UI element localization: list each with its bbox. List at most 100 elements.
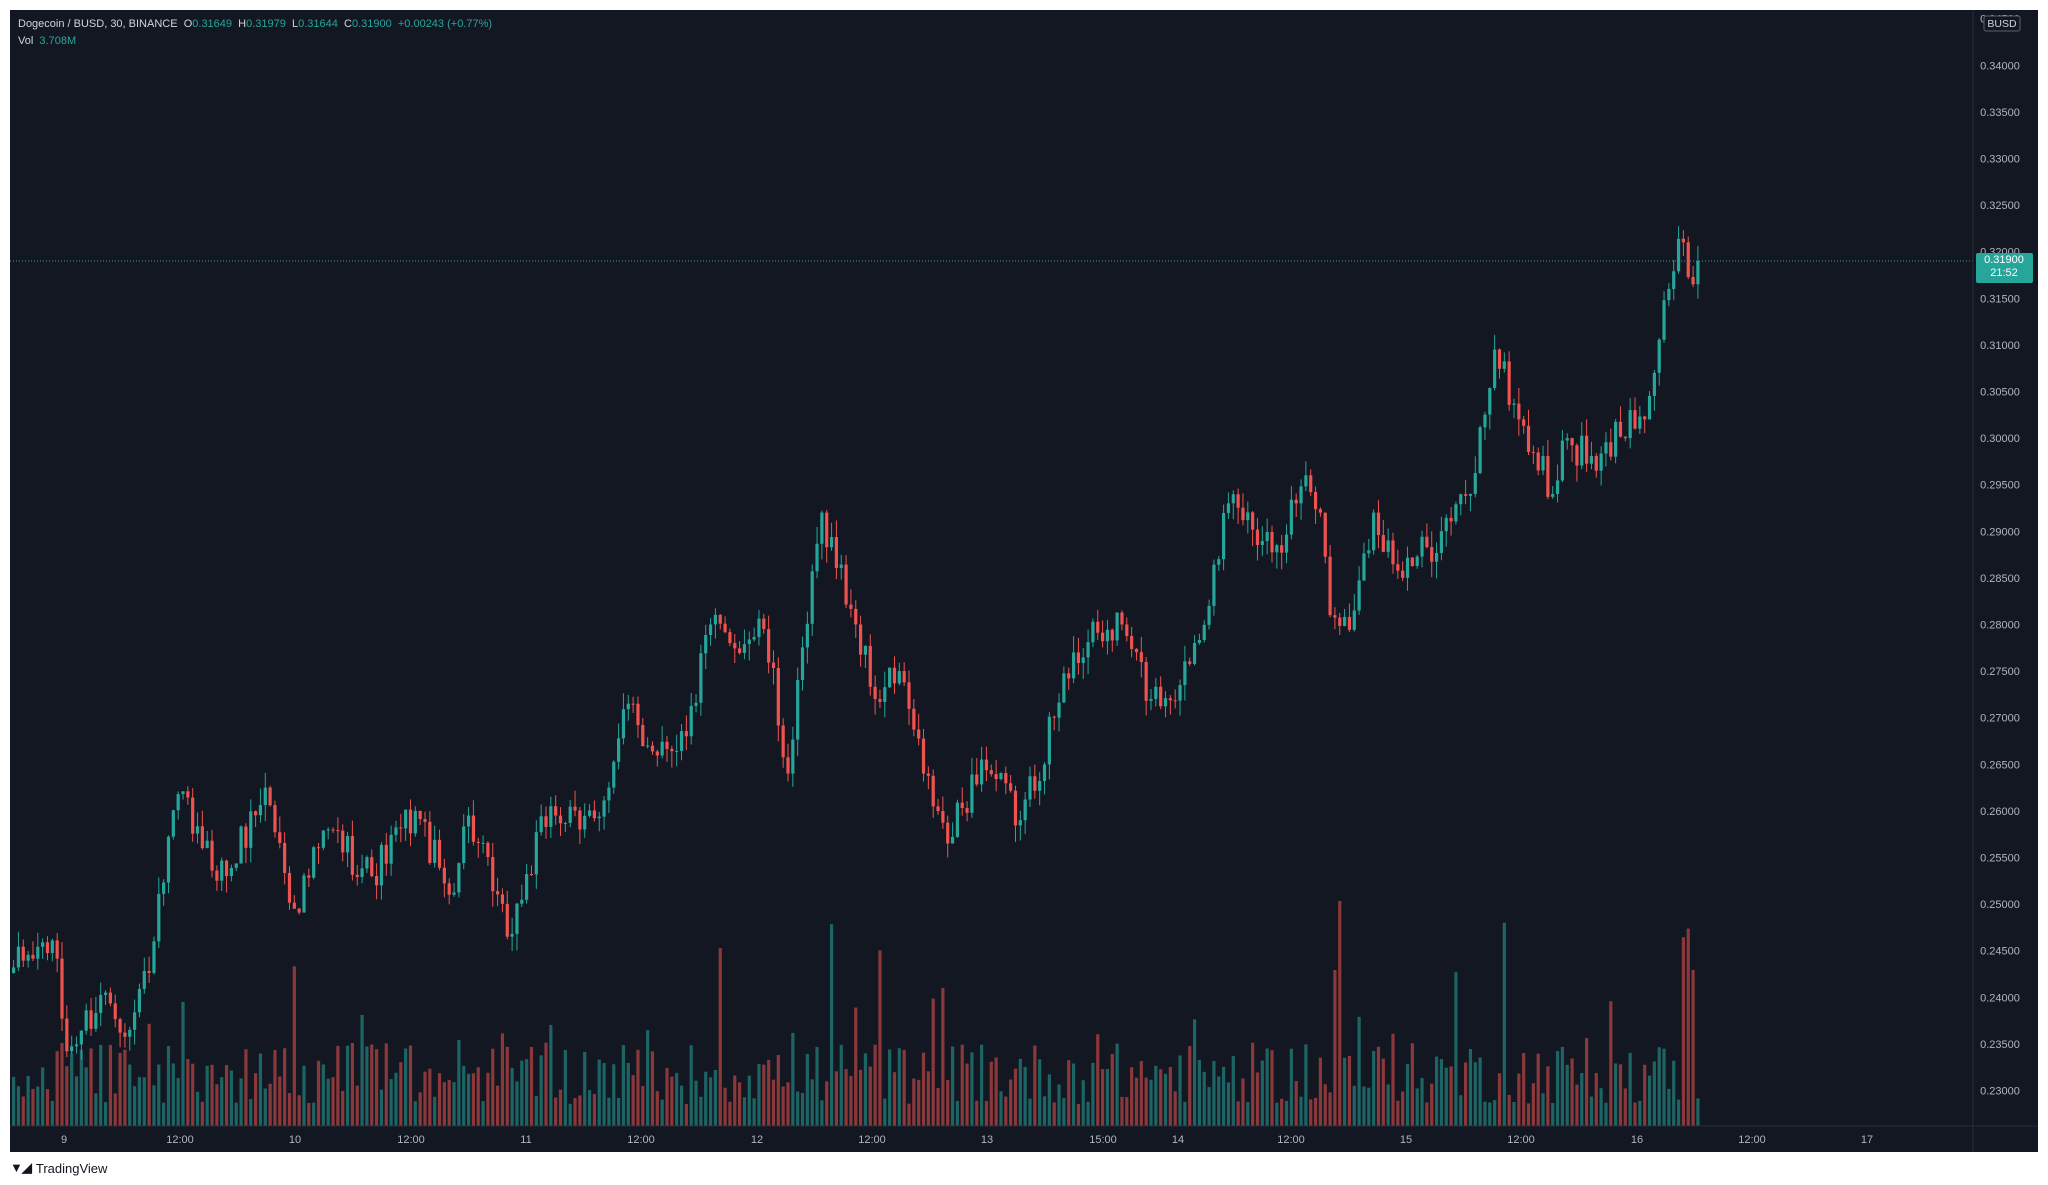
volume-bar — [1681, 937, 1685, 1126]
volume-bar — [200, 1101, 204, 1126]
candle — [99, 982, 103, 1027]
price-tick-label: 0.23000 — [1980, 1085, 2020, 1097]
volume-bar — [1468, 1049, 1473, 1126]
volume-bar — [1633, 1102, 1637, 1126]
candle — [1425, 523, 1429, 549]
candle — [1038, 772, 1042, 806]
candle — [863, 645, 868, 668]
volume-bar — [224, 1064, 229, 1126]
tradingview-logo[interactable]: ▼◢ TradingView — [10, 1160, 107, 1176]
volume-bar — [1502, 922, 1506, 1126]
candlestick-chart[interactable]: 0.345000.340000.335000.330000.325000.320… — [10, 10, 2038, 1152]
candle — [336, 817, 340, 844]
volume-bar — [1149, 1079, 1153, 1126]
volume-bar — [1071, 1063, 1076, 1126]
volume-bar — [1284, 1100, 1289, 1126]
price-axis[interactable]: 0.345000.340000.335000.330000.325000.320… — [1980, 14, 2020, 1098]
candle — [399, 813, 403, 843]
bar-countdown: 21:52 — [1990, 267, 2018, 279]
volume-bar — [1231, 1056, 1235, 1126]
volume-bar — [1691, 969, 1695, 1126]
volume-bar — [89, 1048, 93, 1126]
volume-bar — [665, 1067, 669, 1126]
volume-bar — [1192, 1019, 1197, 1126]
candle — [418, 810, 422, 826]
candle — [786, 743, 790, 782]
volume-bar — [907, 1103, 911, 1126]
volume-bar — [999, 1091, 1003, 1126]
volume-bar — [1580, 1072, 1584, 1126]
volume-bar — [631, 1075, 635, 1126]
candle — [1391, 532, 1395, 574]
volume-bar — [1618, 1064, 1623, 1126]
candle — [437, 829, 442, 871]
candle — [1643, 415, 1647, 434]
low-value: 0.31644 — [298, 18, 338, 30]
volume-bar — [1478, 1057, 1482, 1126]
volume-label[interactable]: Vol — [18, 35, 34, 47]
volume-bar — [617, 1097, 621, 1126]
candle — [404, 809, 408, 841]
candle — [829, 522, 834, 551]
volume-bar — [462, 1065, 466, 1126]
candle — [849, 589, 853, 618]
volume-bar — [849, 1076, 853, 1126]
volume-bar — [55, 1051, 59, 1126]
candle — [1507, 351, 1511, 411]
volume-bar — [326, 1078, 330, 1126]
candle — [447, 878, 451, 905]
volume-bar — [413, 1101, 417, 1126]
candle — [771, 650, 776, 685]
candle — [1236, 488, 1240, 524]
volume-bar — [1405, 1064, 1410, 1126]
volume-bar — [345, 1045, 350, 1126]
volume-bar — [1062, 1098, 1066, 1126]
candle — [1067, 667, 1071, 690]
candle — [1459, 493, 1463, 516]
candle — [89, 998, 93, 1036]
candle — [471, 800, 475, 846]
price-tick-label: 0.34000 — [1980, 60, 2020, 72]
candle — [665, 735, 669, 762]
volume-bar — [370, 1044, 374, 1126]
volume-bar — [1197, 1059, 1201, 1126]
price-tick-label: 0.31500 — [1980, 293, 2020, 305]
candle — [796, 667, 800, 757]
high-label: H — [238, 18, 247, 30]
volume-bar — [626, 1062, 630, 1126]
candle — [1367, 538, 1371, 558]
volume-bar — [21, 1096, 25, 1126]
chart-area[interactable]: 0.345000.340000.335000.330000.325000.320… — [10, 10, 2038, 1152]
price-tick-label: 0.31000 — [1980, 340, 2020, 352]
time-axis[interactable]: 9 12:00 10 12:00 11 12:00 12 12:00 13 15:00 14 12:0… — [61, 1134, 1873, 1146]
candle — [283, 832, 287, 885]
volume-bar — [162, 1102, 166, 1126]
candle — [525, 863, 529, 904]
volume-bar — [694, 1080, 698, 1126]
candle — [1464, 480, 1468, 505]
candle — [597, 811, 601, 832]
volume-bar — [1270, 1050, 1274, 1126]
volume-bar — [970, 1052, 974, 1126]
currency-badge: BUSD — [1983, 15, 2021, 32]
volume-bar — [254, 1073, 258, 1126]
symbol-title[interactable]: Dogecoin / BUSD, 30, BINANCE — [18, 18, 178, 30]
candle — [854, 600, 858, 638]
candle — [312, 845, 316, 880]
candle — [1304, 461, 1308, 492]
candle — [1444, 514, 1448, 547]
volume-bar — [1052, 1102, 1056, 1126]
volume-bar — [496, 1085, 500, 1126]
candle — [810, 564, 814, 636]
price-tick-label: 0.28000 — [1980, 619, 2020, 631]
candle — [839, 554, 843, 580]
candle — [108, 987, 112, 1007]
candle — [655, 749, 659, 767]
volume-bar — [399, 1062, 403, 1126]
candle — [539, 804, 543, 836]
volume-bar — [636, 1049, 640, 1126]
volume-bar — [534, 1095, 538, 1126]
volume-bar — [220, 1077, 224, 1126]
candle — [926, 766, 930, 790]
volume-bar — [442, 1082, 446, 1126]
